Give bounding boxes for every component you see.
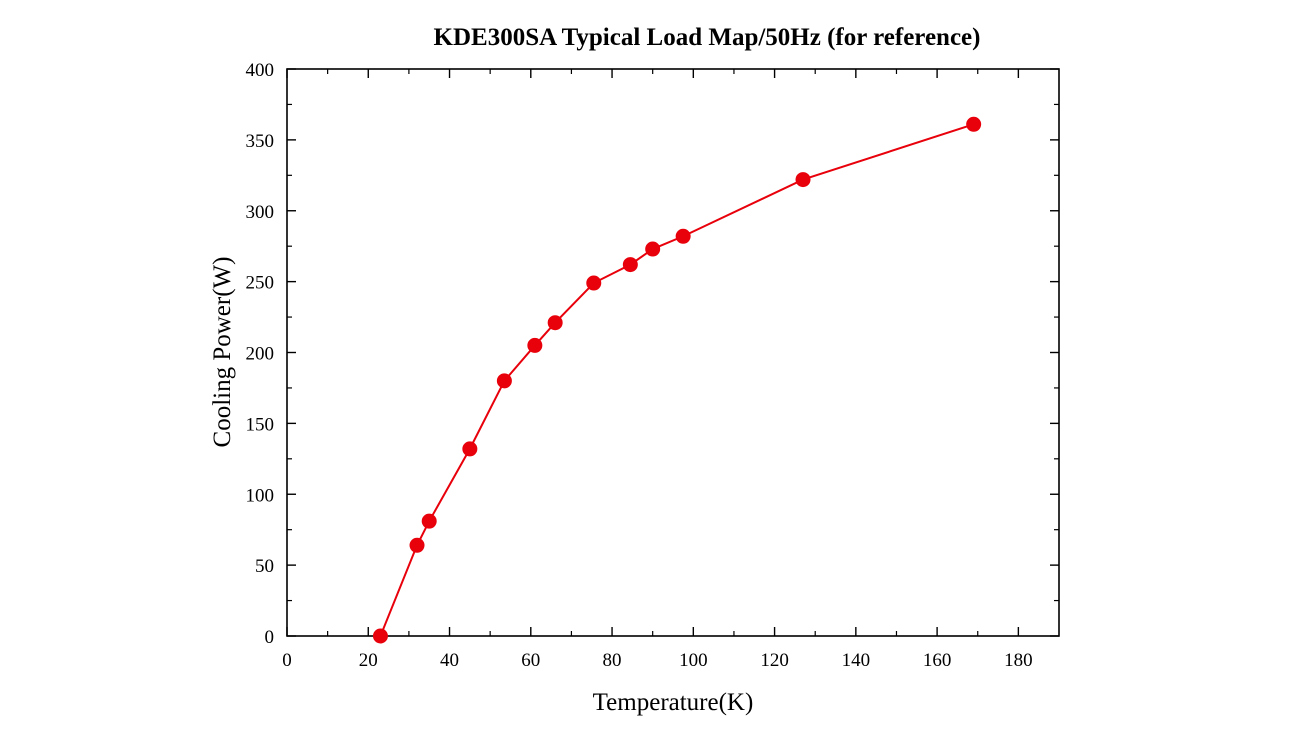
y-tick-label: 0	[265, 627, 275, 648]
data-point	[421, 513, 437, 529]
data-point	[795, 172, 811, 188]
data-point	[547, 315, 563, 331]
y-tick-label: 50	[255, 556, 274, 577]
data-point	[586, 275, 602, 291]
chart-title: KDE300SA Typical Load Map/50Hz (for refe…	[434, 24, 981, 51]
series-layer	[372, 116, 982, 644]
x-tick-label: 140	[842, 650, 871, 671]
x-tick-label: 120	[760, 650, 789, 671]
x-tick-label: 0	[282, 650, 292, 671]
data-point	[675, 228, 691, 244]
y-tick-label: 400	[246, 60, 275, 81]
data-point	[645, 241, 661, 257]
x-tick-label: 160	[923, 650, 952, 671]
x-tick-label: 60	[521, 650, 540, 671]
x-tick-label: 180	[1004, 650, 1033, 671]
data-point	[966, 116, 982, 132]
plot-frame	[286, 68, 1060, 637]
y-tick-label: 100	[246, 485, 275, 506]
data-point	[496, 373, 512, 389]
x-tick-label: 80	[603, 650, 622, 671]
y-tick-label: 300	[246, 202, 275, 223]
x-tick-label: 20	[359, 650, 378, 671]
series-line	[379, 123, 974, 637]
data-point	[409, 537, 425, 553]
y-tick-label: 150	[246, 414, 275, 435]
y-tick-label: 250	[246, 273, 275, 294]
x-axis-label: Temperature(K)	[593, 689, 754, 716]
y-tick-label: 350	[246, 131, 275, 152]
x-tick-label: 100	[679, 650, 708, 671]
data-point	[527, 337, 543, 353]
data-point	[622, 257, 638, 273]
axes: 0 20 40 60 80 100 120 140 160 180 0 50 100 150 200 250 3…	[246, 60, 1060, 671]
y-axis-label: Cooling Power(W)	[209, 257, 236, 448]
x-tick-label: 40	[440, 650, 459, 671]
data-point	[372, 628, 388, 644]
y-tick-label: 200	[246, 344, 275, 365]
data-point	[462, 441, 478, 457]
